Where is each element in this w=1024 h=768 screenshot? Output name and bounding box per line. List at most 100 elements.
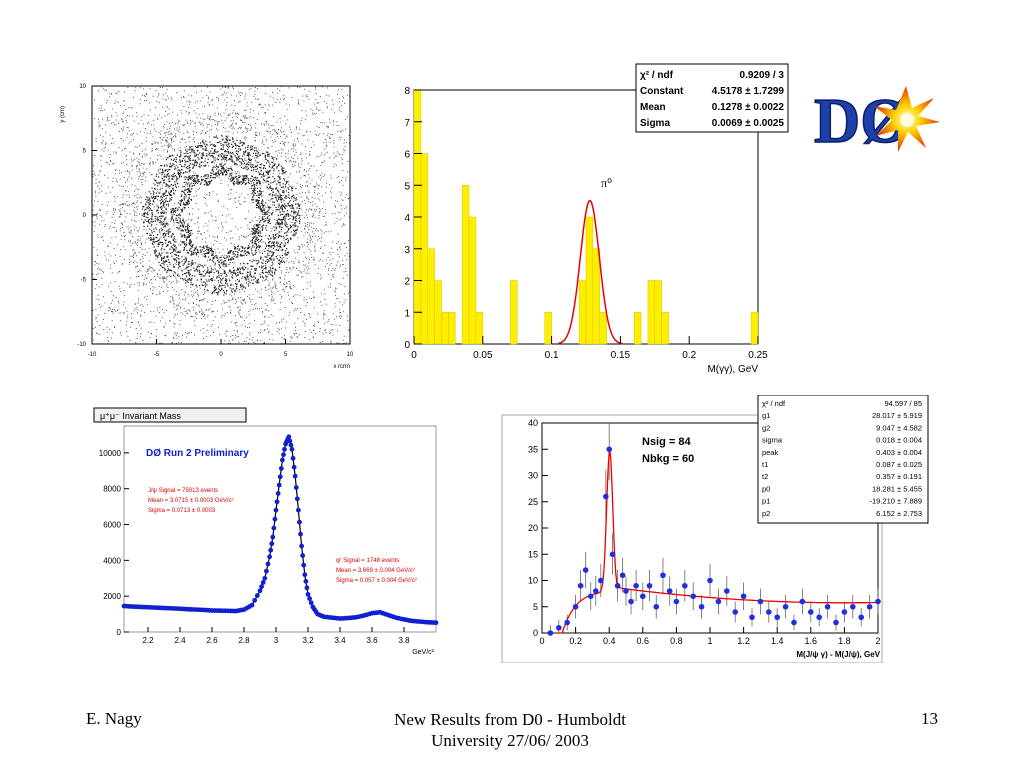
- scatter-point: [207, 252, 209, 255]
- scatter-point: [295, 212, 297, 214]
- scatter-point: [133, 152, 135, 154]
- scatter-point: [204, 145, 207, 148]
- scatter-point: [166, 131, 168, 133]
- scatter-point: [128, 142, 130, 144]
- scatter-point: [209, 129, 211, 131]
- scatter-point: [285, 215, 288, 217]
- scatter-point: [279, 206, 281, 208]
- scatter-point: [216, 255, 218, 257]
- scatter-point: [311, 197, 313, 198]
- scatter-point: [259, 172, 261, 174]
- scatter-point: [162, 205, 165, 207]
- scatter-point: [281, 226, 283, 229]
- scatter-point: [107, 162, 109, 164]
- scatter-point: [187, 230, 190, 232]
- scatter-point: [239, 203, 241, 205]
- scatter-point: [321, 207, 323, 209]
- scatter-point: [288, 314, 290, 316]
- scatter-point: [221, 261, 223, 264]
- scatter-point: [297, 203, 300, 205]
- scatter-point: [272, 176, 274, 178]
- scatter-point: [270, 187, 272, 189]
- scatter-point: [183, 206, 185, 208]
- scatter-point: [149, 157, 151, 159]
- scatter-point: [250, 180, 252, 182]
- scatter-point: [159, 192, 161, 194]
- scatter-point: [116, 92, 118, 94]
- scatter-point: [305, 298, 307, 300]
- scatter-point: [252, 293, 254, 295]
- scatter-point: [144, 180, 146, 182]
- scatter-point: [348, 197, 350, 199]
- scatter-point: [230, 173, 232, 175]
- scatter-point: [206, 284, 208, 286]
- scatter-point: [132, 159, 134, 161]
- scatter-point: [152, 286, 154, 288]
- scatter-point: [200, 273, 202, 276]
- scatter-point: [161, 211, 163, 214]
- scatter-point: [185, 152, 187, 154]
- scatter-point: [329, 251, 331, 253]
- scatter-point: [117, 309, 119, 311]
- scatter-point: [223, 266, 225, 268]
- scatter-point: [267, 241, 270, 243]
- scatter-point: [140, 201, 142, 203]
- scatter-point: [141, 95, 143, 97]
- scatter-point: [230, 189, 232, 190]
- scatter-point: [236, 325, 238, 327]
- scatter-point: [186, 274, 188, 276]
- scatter-point: [210, 278, 213, 280]
- scatter-point: [154, 201, 156, 203]
- scatter-point: [159, 274, 161, 276]
- scatter-point: [336, 121, 338, 123]
- scatter-point: [151, 223, 153, 226]
- scatter-point: [97, 273, 99, 275]
- scatter-point: [332, 251, 334, 253]
- scatter-point: [110, 161, 112, 162]
- scatter-point: [226, 145, 229, 147]
- scatter-point: [120, 290, 122, 292]
- scatter-point: [170, 246, 172, 248]
- scatter-point: [153, 246, 155, 248]
- scatter-point: [93, 277, 95, 279]
- scatter-point: [312, 325, 314, 326]
- scatter-point: [223, 154, 225, 156]
- scatter-point: [263, 221, 265, 223]
- scatter-point: [241, 277, 243, 279]
- scatter-point: [254, 192, 257, 195]
- scatter-point: [191, 259, 193, 262]
- scatter-point: [326, 321, 328, 323]
- scatter-point: [125, 120, 127, 121]
- scatter-point: [155, 141, 157, 143]
- scatter-point: [255, 224, 258, 226]
- scatter-point: [233, 257, 235, 260]
- scatter-point: [189, 175, 191, 177]
- scatter-point: [259, 241, 261, 242]
- scatter-point: [196, 177, 198, 179]
- scatter-point: [267, 173, 269, 175]
- scatter-point: [279, 194, 281, 196]
- scatter-point: [226, 280, 228, 282]
- scatter-point: [266, 244, 268, 246]
- scatter-point: [280, 222, 282, 225]
- scatter-point: [162, 158, 164, 160]
- scatter-point: [349, 217, 351, 219]
- scatter-point: [201, 233, 203, 235]
- scatter-point: [234, 143, 237, 145]
- scatter-point: [279, 322, 280, 323]
- scatter-point: [179, 319, 181, 321]
- scatter-point: [224, 257, 226, 259]
- scatter-point: [181, 210, 183, 212]
- scatter-point: [271, 167, 273, 169]
- scatter-point: [166, 121, 168, 123]
- scatter-point: [166, 194, 169, 197]
- scatter-point: [266, 309, 267, 311]
- scatter-point: [194, 291, 196, 293]
- scatter-point: [107, 149, 109, 151]
- scatter-point: [175, 158, 177, 160]
- scatter-point: [268, 254, 270, 256]
- scatter-point: [277, 190, 279, 192]
- scatter-point: [239, 100, 241, 102]
- scatter-point: [184, 203, 186, 205]
- scatter-point: [300, 204, 301, 206]
